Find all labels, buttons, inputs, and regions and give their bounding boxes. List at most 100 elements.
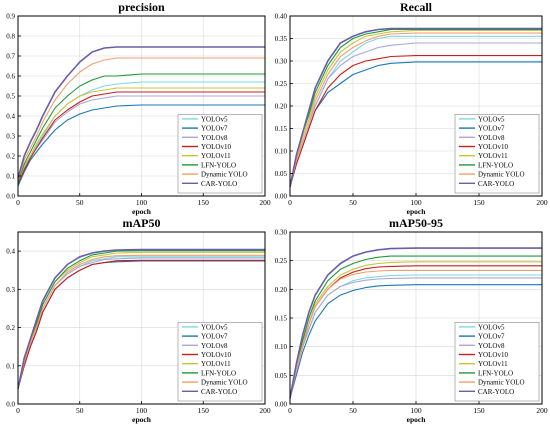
legend-label: YOLOv5: [478, 323, 505, 331]
y-tick-label: 0.25: [275, 257, 288, 265]
x-tick-label: 200: [259, 406, 271, 415]
legend-label: YOLOv11: [201, 360, 231, 368]
chart-panel-2: mAP50 0.0 0.1 0.2 0.3 0.4 0 50 100 150 200 epoch YOL…: [6, 216, 271, 424]
x-tick-label: 0: [16, 198, 20, 207]
y-tick-label: 0.10: [275, 343, 288, 351]
y-tick-label: 0.6: [6, 73, 15, 81]
x-axis-label: epoch: [407, 207, 427, 216]
series-line-car-yolo: [289, 247, 542, 399]
series-line-dynamic-yolo: [289, 269, 542, 399]
chart-panel-1: Recall 0.00 0.05 0.10 0.15 0.20 0.25 0.30 0.35 0.…: [275, 0, 548, 216]
x-tick-label: 50: [349, 406, 357, 415]
legend-label: YOLOv5: [478, 115, 505, 123]
y-tick-label: 0.20: [275, 103, 288, 111]
legend-label: CAR-YOLO: [201, 180, 237, 188]
series-line-car-yolo: [17, 248, 265, 389]
x-tick-label: 150: [473, 198, 485, 207]
legend-label: YOLOv10: [201, 143, 231, 151]
legend-label: YOLOv11: [478, 152, 508, 160]
y-tick-label: 0.1: [6, 362, 15, 370]
x-tick-label: 50: [349, 198, 357, 207]
y-tick-label: 0.15: [275, 315, 288, 323]
x-axis-label: epoch: [132, 207, 152, 216]
x-tick-label: 0: [16, 406, 20, 415]
legend-label: YOLOv10: [478, 351, 508, 359]
series-line-yolov11: [17, 87, 265, 183]
x-tick-label: 100: [410, 198, 422, 207]
series-line-dynamic-yolo: [289, 32, 542, 188]
x-tick-label: 200: [536, 406, 548, 415]
legend: YOLOv5 YOLOv7YOLOv8YOLOv10YOLOv11LFN-YOLO…: [177, 322, 263, 402]
legend-label: LFN-YOLO: [201, 369, 236, 377]
series-line-car-yolo: [17, 46, 265, 179]
legend: YOLOv5 YOLOv7YOLOv8YOLOv10YOLOv11LFN-YOLO…: [454, 114, 540, 194]
legend-label: YOLOv8: [201, 134, 228, 142]
x-axis-label: epoch: [132, 415, 152, 424]
series-line-yolov10: [289, 55, 542, 188]
series-line-yolov7: [17, 104, 265, 187]
y-tick-label: 0.05: [275, 372, 288, 380]
chart-panel-0: precision 0.0 0.1 0.2 0.3 0.4 0.5 0.6 0.7 0.8 0.9 0…: [6, 0, 271, 216]
y-tick-label: 0.9: [6, 13, 15, 21]
legend-label: YOLOv7: [201, 333, 228, 341]
x-tick-label: 100: [136, 198, 148, 207]
legend-label: Dynamic YOLO: [478, 171, 525, 179]
y-tick-label: 0.00: [275, 193, 288, 201]
legend: YOLOv5 YOLOv7YOLOv8YOLOv10YOLOv11LFN-YOLO…: [454, 322, 540, 402]
y-tick-label: 0.2: [6, 324, 15, 332]
y-tick-label: 0.40: [275, 13, 288, 21]
legend-label: YOLOv10: [478, 143, 508, 151]
legend-label: YOLOv7: [478, 125, 505, 133]
legend-label: YOLOv5: [201, 115, 228, 123]
x-tick-label: 0: [288, 198, 292, 207]
series-line-yolov11: [289, 29, 542, 188]
y-tick-label: 0.4: [6, 113, 15, 121]
y-tick-label: 0.2: [6, 153, 15, 161]
chart-title: mAP50: [123, 216, 161, 230]
series-line-yolov7: [289, 284, 542, 399]
legend-label: Dynamic YOLO: [201, 171, 248, 179]
y-tick-label: 0.7: [6, 53, 15, 61]
y-tick-label: 0.0: [6, 193, 15, 201]
legend-label: LFN-YOLO: [201, 161, 236, 169]
legend-label: CAR-YOLO: [478, 388, 514, 396]
legend-label: LFN-YOLO: [478, 161, 513, 169]
legend-label: CAR-YOLO: [201, 388, 237, 396]
chart-title: Recall: [400, 0, 433, 14]
y-tick-label: 0.15: [275, 125, 288, 133]
legend-label: YOLOv5: [201, 323, 228, 331]
legend-label: YOLOv11: [201, 152, 231, 160]
series-line-dynamic-yolo: [17, 57, 265, 181]
series-line-yolov10: [17, 91, 265, 185]
legend-label: CAR-YOLO: [478, 180, 514, 188]
legend: YOLOv5 YOLOv7YOLOv8YOLOv10YOLOv11LFN-YOLO…: [177, 114, 263, 194]
legend-label: YOLOv7: [478, 333, 505, 341]
legend-label: YOLOv11: [478, 360, 508, 368]
series-line-dynamic-yolo: [17, 254, 265, 389]
x-axis-label: epoch: [407, 415, 427, 424]
y-tick-label: 0.4: [6, 248, 15, 256]
x-tick-label: 0: [288, 406, 292, 415]
x-tick-label: 50: [76, 406, 84, 415]
chart-title: precision: [118, 0, 165, 14]
chart-title: mAP50-95: [389, 216, 443, 230]
legend-label: YOLOv10: [201, 351, 231, 359]
x-tick-label: 150: [198, 406, 210, 415]
y-tick-label: 0.00: [275, 401, 288, 409]
legend-label: YOLOv8: [478, 134, 505, 142]
x-tick-label: 150: [473, 406, 485, 415]
chart-panel-3: mAP50-95 0.00 0.05 0.10 0.15 0.20 0.25 0.30 0 50 1…: [275, 216, 548, 424]
y-tick-label: 0.25: [275, 80, 288, 88]
legend-label: LFN-YOLO: [478, 369, 513, 377]
x-tick-label: 100: [136, 406, 148, 415]
series-line-lfn-yolo: [289, 255, 542, 399]
series-line-yolov10: [17, 259, 265, 389]
y-tick-label: 0.8: [6, 33, 15, 41]
legend-label: YOLOv8: [478, 342, 505, 350]
x-tick-label: 50: [76, 198, 84, 207]
y-tick-label: 0.20: [275, 286, 288, 294]
legend-label: Dynamic YOLO: [478, 379, 525, 387]
series-line-car-yolo: [289, 27, 542, 188]
legend-label: YOLOv7: [201, 125, 228, 133]
